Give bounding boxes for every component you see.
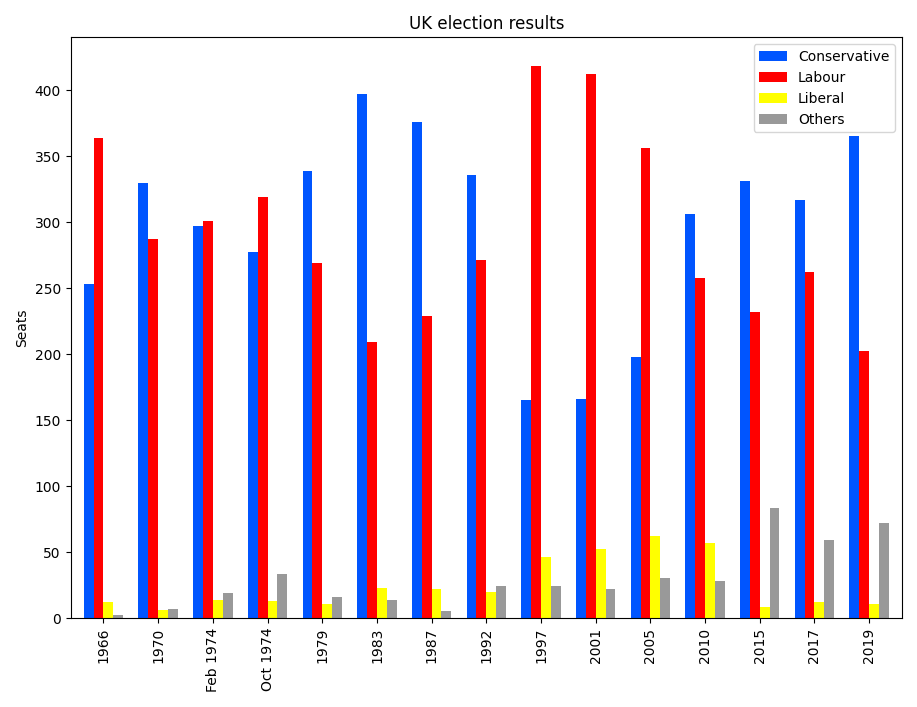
Bar <box>104 602 114 618</box>
Bar <box>660 578 670 618</box>
Bar <box>879 523 889 618</box>
Bar <box>278 575 287 618</box>
Bar <box>795 199 804 618</box>
Bar <box>522 400 531 618</box>
Bar <box>685 214 695 618</box>
Bar <box>158 610 168 618</box>
Bar <box>859 351 869 618</box>
Bar <box>715 581 724 618</box>
Bar <box>412 122 422 618</box>
Bar <box>740 181 750 618</box>
Bar <box>596 549 605 618</box>
Bar <box>223 593 233 618</box>
Bar <box>804 272 814 618</box>
Bar <box>641 148 650 618</box>
Bar <box>605 589 615 618</box>
Bar <box>824 540 834 618</box>
Bar <box>94 138 104 618</box>
Bar <box>432 589 441 618</box>
Bar <box>168 609 178 618</box>
Bar <box>313 263 322 618</box>
Bar <box>551 586 560 618</box>
Bar <box>248 252 258 618</box>
Title: UK election results: UK election results <box>409 15 564 33</box>
Bar <box>387 600 397 618</box>
Bar <box>258 197 268 618</box>
Bar <box>203 221 213 618</box>
Bar <box>303 170 313 618</box>
Bar <box>377 588 387 618</box>
Bar <box>760 607 769 618</box>
Bar <box>332 597 342 618</box>
Bar <box>769 508 779 618</box>
Bar <box>631 357 641 618</box>
Bar <box>576 399 586 618</box>
Bar <box>441 612 451 618</box>
Bar <box>467 175 477 618</box>
Bar <box>358 94 367 618</box>
Bar <box>531 66 541 618</box>
Bar <box>213 600 223 618</box>
Legend: Conservative, Labour, Liberal, Others: Conservative, Labour, Liberal, Others <box>754 45 895 132</box>
Bar <box>486 592 496 618</box>
Bar <box>705 543 715 618</box>
Bar <box>322 604 332 618</box>
Bar <box>496 586 506 618</box>
Bar <box>477 260 486 618</box>
Bar <box>586 74 596 618</box>
Bar <box>83 284 94 618</box>
Bar <box>849 136 859 618</box>
Bar <box>541 557 551 618</box>
Bar <box>422 316 432 618</box>
Bar <box>114 615 123 618</box>
Bar <box>193 226 203 618</box>
Bar <box>367 342 377 618</box>
Bar <box>268 601 278 618</box>
Bar <box>750 312 760 618</box>
Bar <box>869 604 879 618</box>
Bar <box>650 536 660 618</box>
Bar <box>814 602 824 618</box>
Y-axis label: Seats: Seats <box>15 308 29 347</box>
Bar <box>695 278 705 618</box>
Bar <box>149 239 158 618</box>
Bar <box>138 182 149 618</box>
